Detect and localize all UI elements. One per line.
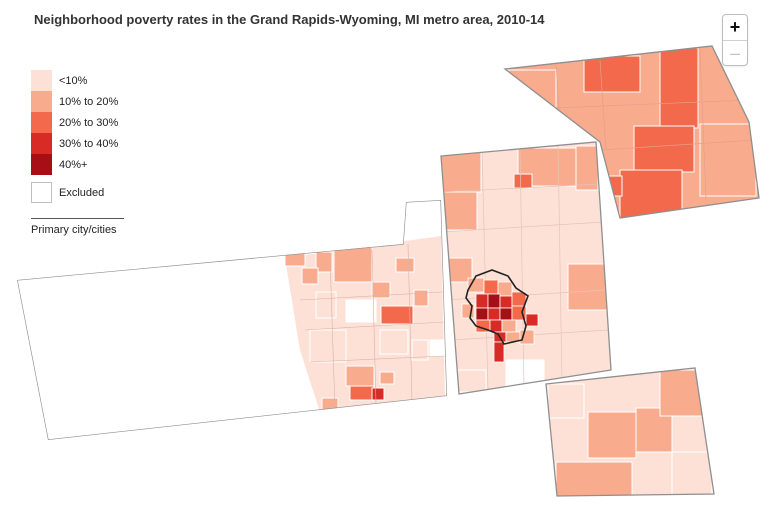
tract[interactable] <box>333 245 373 283</box>
tract[interactable] <box>583 55 641 93</box>
legend-swatch <box>31 112 52 133</box>
legend-swatch <box>31 70 52 91</box>
tract[interactable] <box>567 263 609 311</box>
county-border-southeast <box>545 367 715 497</box>
tract[interactable] <box>455 369 487 393</box>
legend-item-30-40: 30% to 40% <box>31 133 131 154</box>
tract[interactable] <box>441 191 478 231</box>
tract[interactable] <box>309 329 347 363</box>
legend-swatch <box>31 133 52 154</box>
county-border-northeast <box>503 45 760 219</box>
zoom-out-button[interactable]: – <box>729 43 740 63</box>
zoom-in-button[interactable]: + <box>723 15 747 41</box>
map-title: Neighborhood poverty rates in the Grand … <box>34 12 545 27</box>
tract[interactable] <box>555 461 633 498</box>
tract[interactable] <box>475 293 489 309</box>
tract[interactable] <box>380 305 414 325</box>
primary-city-outline <box>465 269 529 345</box>
tract[interactable] <box>315 291 337 319</box>
legend-label: 10% to 20% <box>59 95 119 108</box>
legend-swatch-excluded <box>31 182 52 203</box>
legend-label: 20% to 30% <box>59 116 119 129</box>
tracts-southeast <box>547 369 713 498</box>
tract-lines-west <box>299 243 446 411</box>
tract[interactable] <box>371 387 385 401</box>
tract[interactable] <box>499 307 513 321</box>
tract[interactable] <box>284 249 306 267</box>
tract[interactable] <box>395 257 415 273</box>
tract[interactable] <box>371 281 391 299</box>
tract[interactable] <box>493 341 505 363</box>
tract[interactable] <box>517 147 577 187</box>
tract[interactable] <box>483 279 499 295</box>
tract[interactable] <box>659 369 705 417</box>
tract[interactable] <box>429 339 445 357</box>
tract[interactable] <box>699 123 757 197</box>
tract[interactable] <box>633 125 695 173</box>
county-border-central <box>440 141 612 395</box>
legend-swatch <box>31 91 52 112</box>
tract[interactable] <box>575 145 599 191</box>
county-central[interactable] <box>440 141 612 395</box>
tract[interactable] <box>499 295 513 309</box>
tract[interactable] <box>547 383 585 419</box>
tract[interactable] <box>489 319 503 333</box>
legend-item-lt10: <10% <box>31 70 131 91</box>
tract[interactable] <box>349 385 375 401</box>
tract[interactable] <box>525 313 539 327</box>
legend-label: 40%+ <box>59 158 88 171</box>
legend-label: 30% to 40% <box>59 137 119 150</box>
tract[interactable] <box>345 365 375 387</box>
legend-swatch <box>31 154 52 175</box>
tract[interactable] <box>513 173 533 189</box>
legend-primary-city: Primary city/cities <box>31 218 124 236</box>
legend-item-40plus: 40%+ <box>31 154 131 175</box>
tract[interactable] <box>413 289 429 307</box>
legend-item-10-20: 10% to 20% <box>31 91 131 112</box>
county-border-west <box>17 200 447 440</box>
tracts-central <box>441 145 609 393</box>
tract[interactable] <box>475 307 489 321</box>
tract[interactable] <box>487 293 501 309</box>
legend-item-excluded: Excluded <box>31 182 131 203</box>
zoom-control: + – <box>722 14 748 66</box>
tract[interactable] <box>659 47 699 129</box>
legend-label: Excluded <box>59 186 105 199</box>
county-west[interactable] <box>17 200 447 440</box>
tract[interactable] <box>301 267 319 285</box>
tract-group-low[interactable] <box>285 236 445 412</box>
tract[interactable] <box>671 451 713 496</box>
tract[interactable] <box>587 411 637 459</box>
tract[interactable] <box>345 299 377 323</box>
county-southeast[interactable] <box>545 367 715 498</box>
tract[interactable] <box>379 329 409 355</box>
tract[interactable] <box>441 149 482 193</box>
legend-label: <10% <box>59 74 88 87</box>
tract[interactable] <box>379 371 395 385</box>
legend: <10% 10% to 20% 20% to 30% 30% to 40% 40… <box>31 70 131 236</box>
tract[interactable] <box>501 319 517 333</box>
tract[interactable] <box>487 307 501 321</box>
legend-item-20-30: 20% to 30% <box>31 112 131 133</box>
tract[interactable] <box>411 339 429 361</box>
